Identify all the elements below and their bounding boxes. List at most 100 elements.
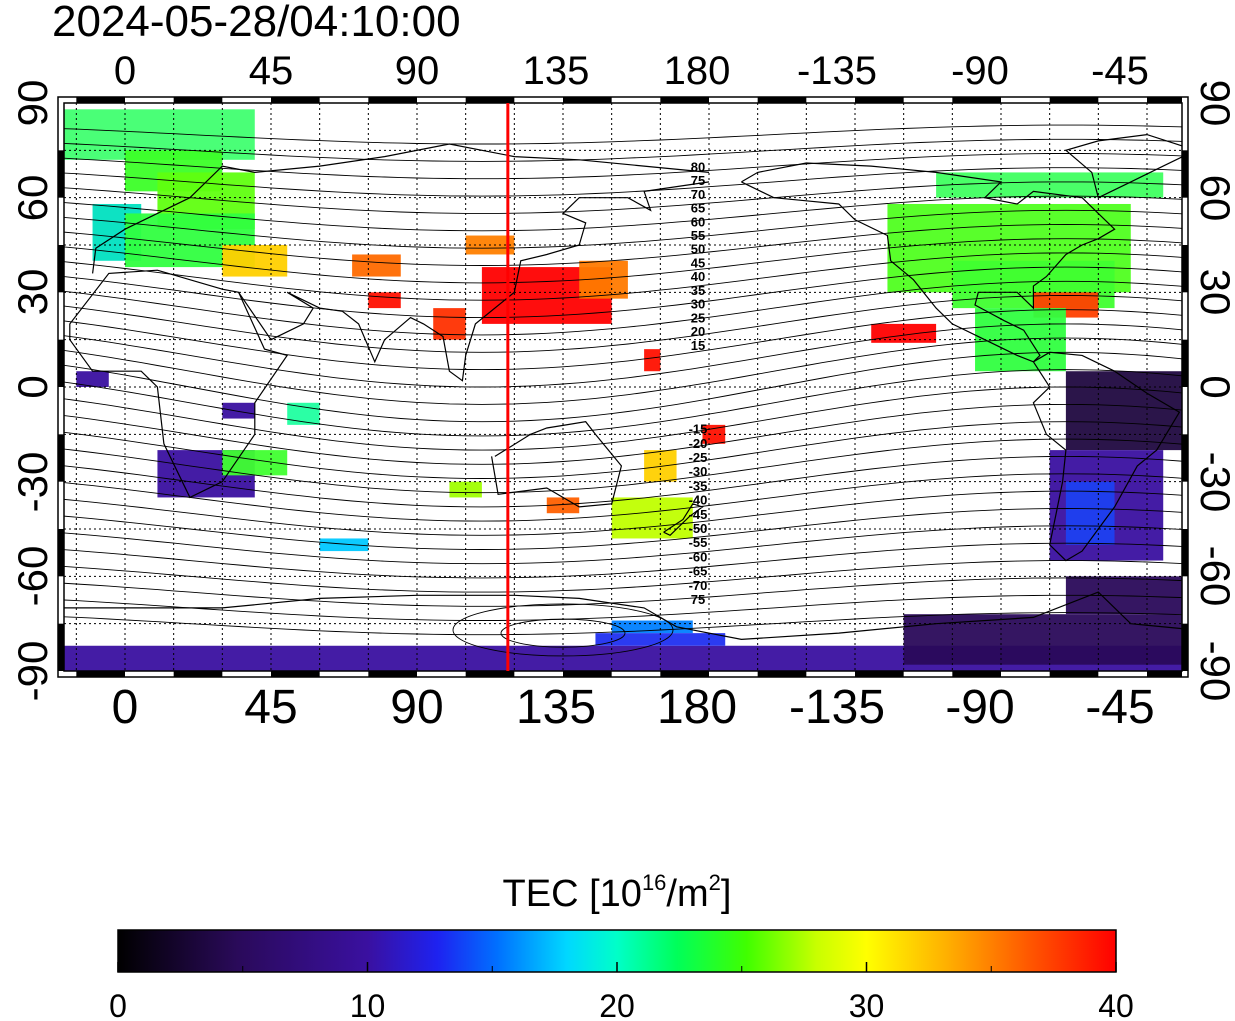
tec-patch	[644, 450, 677, 482]
left-axis-ticks: 90 60 30 0 -30 -60 -90	[9, 80, 56, 702]
contour-label: 75	[691, 173, 705, 188]
colorbar-label: TEC [1016/m2]	[503, 870, 732, 915]
contour-line	[64, 124, 1182, 145]
frame-tick-bars	[58, 97, 1188, 677]
contour-line	[64, 195, 1182, 232]
top-tick-label: 180	[664, 49, 731, 93]
bottom-tick-label: 135	[516, 681, 596, 734]
bottom-tick-label: 0	[112, 681, 139, 734]
figure-title: 2024-05-28/04:10:00	[52, 0, 461, 46]
left-tick-label: 30	[9, 269, 56, 316]
tec-patch	[611, 497, 693, 539]
bottom-axis-ticks: 0 45 90 135 180 -135 -90 -45	[112, 681, 1155, 734]
contour-line	[64, 403, 1182, 465]
bottom-tick-label: 45	[244, 681, 297, 734]
contour-line	[64, 594, 1182, 621]
left-tick-label: -60	[9, 546, 56, 607]
contour-label: 65	[691, 201, 705, 216]
right-tick-label: 0	[1192, 375, 1235, 398]
contour-line	[64, 323, 1182, 388]
contour-label: -70	[689, 578, 708, 593]
contour-line	[64, 167, 1182, 197]
contour-label: 75	[691, 592, 705, 607]
contour-label: 55	[691, 228, 705, 243]
bottom-tick-label: -135	[789, 681, 885, 734]
left-tick-label: 90	[9, 80, 56, 127]
coastline	[69, 269, 289, 499]
colorbar-tick-label: 30	[849, 988, 885, 1021]
contour-label: -40	[689, 493, 708, 508]
contour-label: 35	[691, 283, 705, 298]
tec-patch	[76, 371, 109, 387]
contour-line	[64, 560, 1182, 593]
contour-line	[64, 295, 1182, 353]
contour-label: -50	[689, 521, 708, 536]
colorbar-tick-label: 40	[1098, 988, 1134, 1021]
dotted-grid	[64, 103, 1182, 671]
coastline	[663, 503, 704, 537]
tec-patch	[611, 620, 693, 634]
contour-line	[64, 386, 1182, 451]
bottom-tick-label: -90	[945, 681, 1014, 734]
contour-line	[64, 351, 1182, 423]
tec-patch	[352, 254, 401, 277]
contour-line	[64, 266, 1182, 319]
bottom-tick-label: 90	[390, 681, 443, 734]
tec-patch	[644, 349, 661, 372]
contour-label: -35	[689, 478, 708, 493]
contour-line	[64, 421, 1182, 479]
contour-label: 30	[691, 297, 705, 312]
map-plot-area	[64, 103, 1182, 671]
contour-label: 25	[691, 310, 705, 325]
top-tick-label: 135	[523, 49, 590, 93]
contour-label: 45	[691, 255, 705, 270]
coastline	[238, 181, 710, 382]
contour-line	[64, 455, 1182, 508]
contour-line	[64, 490, 1182, 536]
contour-label: 80	[691, 159, 705, 174]
left-tick-label: -90	[9, 641, 56, 702]
colorbar-ticks: 0 10 20 30 40	[109, 962, 1134, 1021]
contour-label: -25	[689, 450, 708, 465]
coastline	[1032, 351, 1181, 562]
contour-label: -45	[689, 507, 708, 522]
right-tick-label: 60	[1192, 175, 1235, 222]
contour-line	[64, 612, 1182, 636]
contour-labels: 8075706560555045403530252015-15-20-25-30…	[689, 159, 708, 607]
contour-label: 70	[691, 187, 705, 202]
contour-label: -65	[689, 564, 708, 579]
tec-patch	[222, 402, 255, 419]
bottom-tick-label: -45	[1085, 681, 1154, 734]
tec-patch	[1065, 481, 1115, 545]
contour-line	[64, 337, 1182, 405]
tec-patch	[1065, 371, 1182, 451]
contour-line	[64, 181, 1182, 214]
tec-patch	[368, 292, 401, 309]
contour-line	[64, 309, 1182, 371]
contour-line	[64, 438, 1182, 494]
contour-label: -30	[689, 464, 708, 479]
coastline	[491, 421, 623, 508]
tec-patch	[546, 497, 580, 514]
right-tick-label: 90	[1192, 80, 1235, 127]
colorbar-tick-label: 10	[350, 988, 386, 1021]
top-tick-label: 0	[114, 49, 136, 93]
contour-label: 15	[691, 338, 705, 353]
contour-line	[64, 238, 1182, 284]
contour-label: 20	[691, 324, 705, 339]
colorbar-tick-label: 20	[599, 988, 635, 1021]
tec-patch	[222, 245, 288, 277]
contour-label: -20	[689, 436, 708, 451]
bottom-tick-label: 180	[657, 681, 737, 734]
top-tick-label: 90	[395, 49, 440, 93]
left-tick-label: -30	[9, 452, 56, 513]
top-tick-label: -45	[1091, 49, 1149, 93]
top-tick-label: 45	[249, 49, 294, 93]
contour-line	[64, 138, 1182, 162]
contour-line	[64, 542, 1182, 579]
contour-label: -60	[689, 549, 708, 564]
colorbar-tick-label: 0	[109, 988, 127, 1021]
contour-line	[64, 508, 1182, 550]
contour-label: -15	[689, 422, 708, 437]
